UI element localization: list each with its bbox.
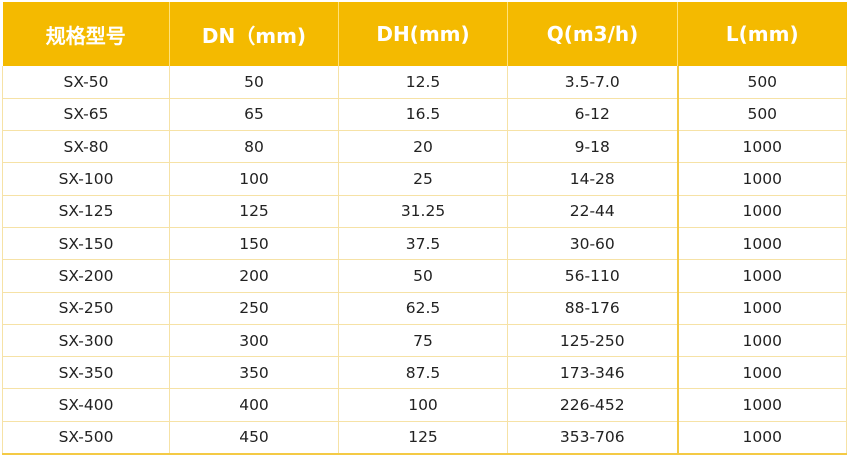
cell-dn: 200 bbox=[169, 259, 339, 293]
table-row: SX-65 65 16.5 6-12 500 bbox=[2, 98, 847, 132]
table-row: SX-400 400 100 226-452 1000 bbox=[2, 388, 847, 422]
cell-dn: 300 bbox=[169, 324, 339, 358]
cell-length: 1000 bbox=[677, 292, 847, 325]
cell-dn: 125 bbox=[169, 195, 339, 228]
cell-model: SX-125 bbox=[2, 195, 170, 228]
cell-length: 1000 bbox=[677, 227, 847, 261]
table-row: SX-50 50 12.5 3.5-7.0 500 bbox=[2, 66, 847, 99]
cell-model: SX-350 bbox=[2, 356, 170, 390]
cell-dn: 100 bbox=[169, 162, 339, 196]
cell-length: 1000 bbox=[677, 130, 847, 164]
cell-length: 1000 bbox=[677, 259, 847, 293]
spec-table-body: SX-50 50 12.5 3.5-7.0 500 SX-65 65 16.5 … bbox=[2, 66, 847, 455]
cell-dh: 62.5 bbox=[338, 292, 508, 325]
cell-dh: 125 bbox=[338, 421, 508, 455]
cell-length: 1000 bbox=[677, 324, 847, 358]
cell-model: SX-80 bbox=[2, 130, 170, 164]
cell-flow: 173-346 bbox=[507, 356, 679, 390]
cell-dh: 87.5 bbox=[338, 356, 508, 390]
cell-dh: 100 bbox=[338, 388, 508, 422]
cell-dn: 250 bbox=[169, 292, 339, 325]
spec-table-header: 规格型号 DN（mm) DH(mm) Q(m3/h) L(mm) bbox=[2, 2, 847, 66]
table-row: SX-100 100 25 14-28 1000 bbox=[2, 162, 847, 196]
cell-length: 1000 bbox=[677, 421, 847, 455]
cell-dn: 450 bbox=[169, 421, 339, 455]
cell-model: SX-50 bbox=[2, 66, 170, 99]
cell-length: 1000 bbox=[677, 162, 847, 196]
cell-dn: 150 bbox=[169, 227, 339, 261]
table-row: SX-150 150 37.5 30-60 1000 bbox=[2, 227, 847, 261]
cell-model: SX-300 bbox=[2, 324, 170, 358]
cell-dn: 50 bbox=[169, 66, 339, 99]
cell-model: SX-250 bbox=[2, 292, 170, 325]
cell-dh: 75 bbox=[338, 324, 508, 358]
cell-dh: 20 bbox=[338, 130, 508, 164]
cell-length: 1000 bbox=[677, 388, 847, 422]
header-flow: Q(m3/h) bbox=[507, 2, 678, 66]
cell-model: SX-65 bbox=[2, 98, 170, 132]
cell-length: 1000 bbox=[677, 356, 847, 390]
cell-model: SX-500 bbox=[2, 421, 170, 455]
table-row: SX-125 125 31.25 22-44 1000 bbox=[2, 195, 847, 228]
cell-model: SX-100 bbox=[2, 162, 170, 196]
spec-table: 规格型号 DN（mm) DH(mm) Q(m3/h) L(mm) SX-50 5… bbox=[2, 2, 847, 455]
cell-dh: 16.5 bbox=[338, 98, 508, 132]
cell-flow: 88-176 bbox=[507, 292, 679, 325]
cell-length: 500 bbox=[677, 98, 847, 132]
cell-dn: 65 bbox=[169, 98, 339, 132]
cell-dh: 50 bbox=[338, 259, 508, 293]
cell-dh: 12.5 bbox=[338, 66, 508, 99]
cell-flow: 22-44 bbox=[507, 195, 679, 228]
table-row: SX-300 300 75 125-250 1000 bbox=[2, 324, 847, 358]
table-row: SX-80 80 20 9-18 1000 bbox=[2, 130, 847, 164]
table-row: SX-350 350 87.5 173-346 1000 bbox=[2, 356, 847, 390]
cell-dh: 25 bbox=[338, 162, 508, 196]
cell-flow: 3.5-7.0 bbox=[507, 66, 679, 99]
cell-length: 1000 bbox=[677, 195, 847, 228]
cell-flow: 353-706 bbox=[507, 421, 679, 455]
cell-model: SX-400 bbox=[2, 388, 170, 422]
table-row: SX-250 250 62.5 88-176 1000 bbox=[2, 292, 847, 325]
cell-flow: 30-60 bbox=[507, 227, 679, 261]
cell-dn: 350 bbox=[169, 356, 339, 390]
cell-flow: 14-28 bbox=[507, 162, 679, 196]
header-dh: DH(mm) bbox=[338, 2, 508, 66]
cell-dh: 31.25 bbox=[338, 195, 508, 228]
header-model: 规格型号 bbox=[2, 2, 170, 66]
cell-model: SX-200 bbox=[2, 259, 170, 293]
cell-flow: 56-110 bbox=[507, 259, 679, 293]
cell-flow: 6-12 bbox=[507, 98, 679, 132]
header-dn: DN（mm) bbox=[169, 2, 339, 66]
cell-model: SX-150 bbox=[2, 227, 170, 261]
cell-length: 500 bbox=[677, 66, 847, 99]
cell-dn: 80 bbox=[169, 130, 339, 164]
header-length: L(mm) bbox=[677, 2, 847, 66]
cell-flow: 125-250 bbox=[507, 324, 679, 358]
cell-dh: 37.5 bbox=[338, 227, 508, 261]
table-row: SX-200 200 50 56-110 1000 bbox=[2, 259, 847, 293]
cell-dn: 400 bbox=[169, 388, 339, 422]
header-row: 规格型号 DN（mm) DH(mm) Q(m3/h) L(mm) bbox=[2, 2, 847, 66]
cell-flow: 9-18 bbox=[507, 130, 679, 164]
cell-flow: 226-452 bbox=[507, 388, 679, 422]
table-row: SX-500 450 125 353-706 1000 bbox=[2, 421, 847, 455]
